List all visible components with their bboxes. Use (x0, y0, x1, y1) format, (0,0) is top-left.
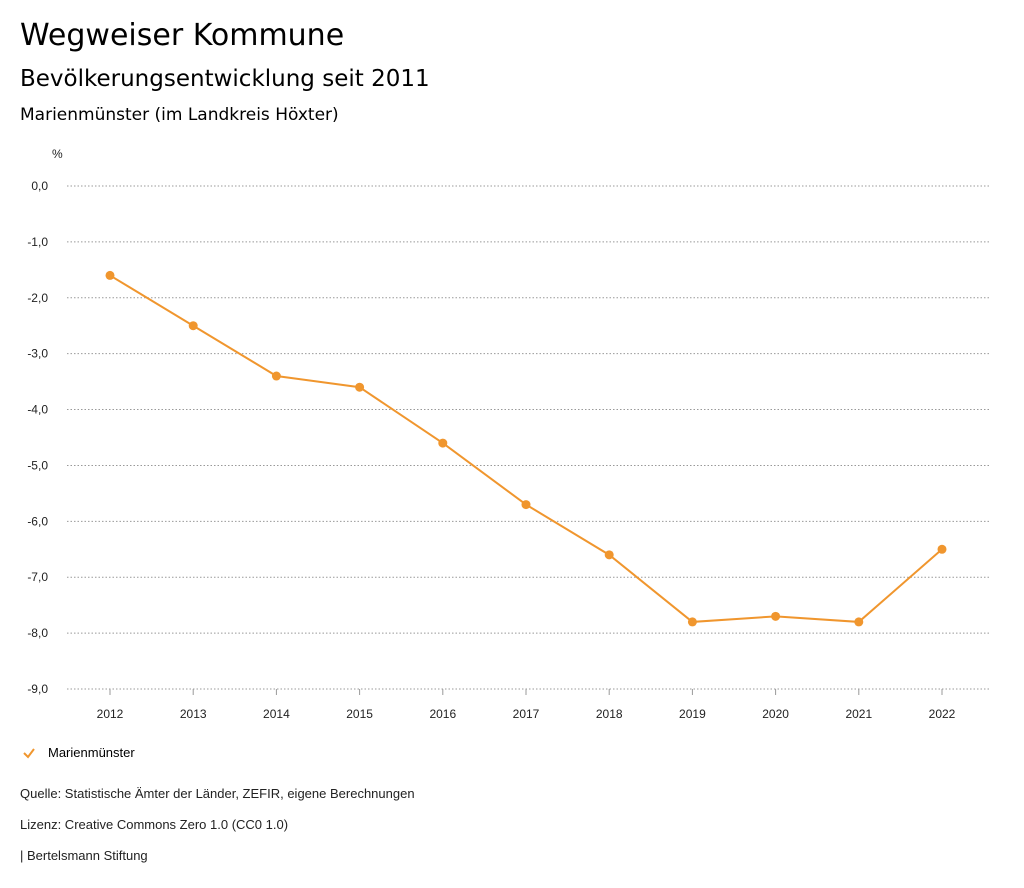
y-tick-label: -4,0 (27, 403, 48, 417)
legend-label: Marienmünster (48, 745, 135, 760)
y-tick-label: -3,0 (27, 347, 48, 361)
x-tick-label: 2017 (513, 707, 540, 721)
x-tick-label: 2015 (346, 707, 373, 721)
y-tick-label: 0,0 (31, 179, 48, 193)
y-tick-label: -8,0 (27, 626, 48, 640)
x-tick-label: 2021 (845, 707, 872, 721)
y-tick-label: -9,0 (27, 682, 48, 696)
chart-subtitle: Bevölkerungsentwicklung seit 2011 (20, 66, 430, 92)
legend-item-marienmuenster[interactable]: Marienmünster (22, 745, 135, 760)
line-chart: % 0,0 -1,0 -2,0 -3,0 -4,0 -5,0 -6,0 -7,0 -8,0 -9,… (27, 147, 990, 721)
data-point (271, 371, 281, 381)
data-point (771, 611, 781, 621)
y-tick-label: -6,0 (27, 514, 48, 528)
data-point (937, 544, 947, 554)
data-point (438, 438, 448, 448)
data-point (687, 617, 697, 627)
data-point (521, 500, 531, 510)
license-text: Lizenz: Creative Commons Zero 1.0 (CC0 1… (20, 817, 289, 832)
data-point (355, 382, 365, 392)
page-title: Wegweiser Kommune (20, 18, 345, 53)
brand-text: | Bertelsmann Stiftung (20, 848, 148, 863)
data-point (854, 617, 864, 627)
series-line (109, 274, 943, 623)
data-point (604, 550, 614, 560)
source-text: Quelle: Statistische Ämter der Länder, Z… (20, 786, 415, 801)
y-tick-label: -7,0 (27, 570, 48, 584)
data-point (188, 321, 198, 331)
y-tick-label: -2,0 (27, 291, 48, 305)
check-icon (23, 747, 35, 759)
x-tick-label: 2014 (263, 707, 290, 721)
x-tick-label: 2020 (762, 707, 789, 721)
x-tick-label: 2019 (679, 707, 706, 721)
y-tick-label: -5,0 (27, 458, 48, 472)
data-point (105, 270, 115, 280)
x-tick-label: 2013 (180, 707, 207, 721)
x-tick-label: 2016 (429, 707, 456, 721)
x-tick-label: 2018 (596, 707, 623, 721)
x-tick-label: 2012 (97, 707, 124, 721)
y-axis-label: % (52, 147, 63, 161)
x-tick-label: 2022 (929, 707, 956, 721)
region-label: Marienmünster (im Landkreis Höxter) (20, 105, 339, 125)
y-tick-label: -1,0 (27, 235, 48, 249)
